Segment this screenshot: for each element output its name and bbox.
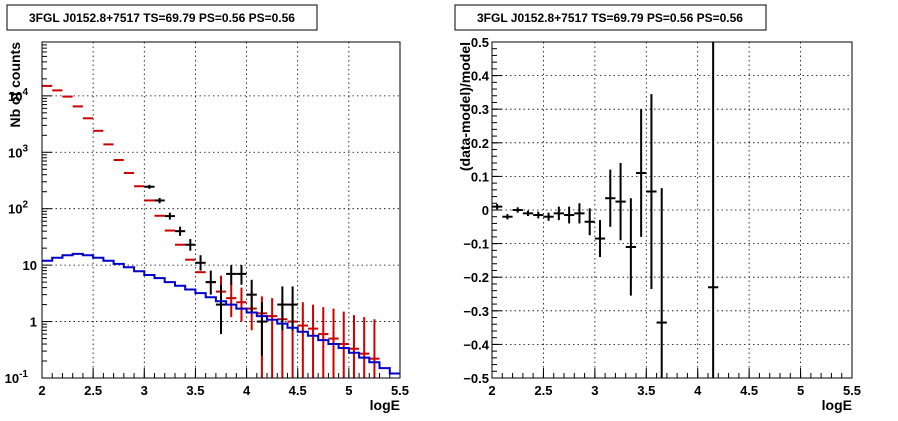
x-tick-label: 5.5 (843, 383, 861, 398)
y-tick-label: −0.4 (463, 337, 489, 352)
series-layer (42, 84, 400, 378)
x-tick-label: 2.5 (84, 383, 102, 398)
data-point (256, 302, 268, 356)
data-point (594, 220, 606, 258)
data-point (154, 197, 165, 204)
data-point (236, 287, 247, 322)
data-point (512, 207, 523, 213)
y-tick-label: 1 (30, 315, 37, 330)
y-tick-label: 10 (23, 258, 37, 273)
data-point (246, 279, 257, 312)
data-point (215, 284, 227, 335)
chart-title: 3FGL J0152.8+7517 TS=69.79 PS=0.56 PS=0.… (477, 11, 743, 25)
x-tick-label: 2.5 (534, 383, 552, 398)
x-axis-title: logE (370, 397, 400, 413)
axis-ticks (41, 44, 401, 379)
y-tick-label: −0.1 (463, 237, 489, 252)
data-point (502, 214, 513, 220)
data-point (226, 265, 237, 285)
data-point (574, 203, 585, 224)
y-tick-label: 102 (8, 200, 28, 217)
x-tick-label: 4 (243, 383, 251, 398)
y-tick-label: −0.5 (463, 371, 489, 386)
data-point (615, 162, 626, 241)
y-tick-label: 0 (482, 203, 489, 218)
y-tick-label: 0.2 (471, 136, 489, 151)
data-point (348, 315, 360, 378)
data-point (492, 203, 503, 210)
y-tick-label: −0.3 (463, 304, 489, 319)
plot-frame (41, 41, 401, 379)
y-tick-label: 10-1 (5, 369, 29, 386)
y-axis-title: Nb of counts (7, 42, 23, 128)
data-point (287, 286, 298, 331)
x-tick-label: 3.5 (637, 383, 655, 398)
data-point (564, 206, 575, 224)
chart-title-box (454, 4, 767, 31)
series-layer (492, 42, 719, 378)
x-tick-label: 4.5 (289, 383, 307, 398)
data-point (656, 188, 667, 378)
residual-panel: 3FGL J0152.8+7517 TS=69.79 PS=0.56 PS=0.… (454, 4, 861, 413)
data-point (318, 307, 329, 378)
grid (492, 42, 852, 378)
data-point (307, 304, 319, 378)
data-point (338, 311, 349, 378)
x-tick-label: 3 (141, 383, 148, 398)
y-tick-label: 0.3 (471, 102, 489, 117)
model-step-line (42, 252, 400, 375)
chart-title: 3FGL J0152.8+7517 TS=69.79 PS=0.56 PS=0.… (29, 11, 295, 25)
x-tick-label: 4.5 (740, 383, 758, 398)
data-point (185, 239, 196, 251)
data-point (605, 169, 616, 227)
chart-title-box (6, 4, 318, 31)
data-point (144, 184, 155, 189)
data-point (646, 94, 657, 289)
x-tick-labels: 2 2.5 3 3.5 4 4.5 5 5.5 (488, 383, 861, 398)
y-tick-label: 0.1 (471, 169, 489, 184)
y-tick-labels: −0.5 −0.4 −0.3 −0.2 −0.1 0 0.1 0.2 0.3 0.4 0.5 (463, 35, 489, 386)
data-point (369, 319, 380, 378)
grid (42, 42, 400, 378)
data-point (297, 302, 308, 378)
data-point (164, 212, 175, 220)
data-point (584, 208, 595, 236)
data-point (236, 265, 247, 285)
data-point (636, 109, 647, 237)
data-point (522, 210, 534, 217)
data-point (205, 270, 216, 295)
data-point (553, 206, 564, 221)
y-tick-label: 104 (8, 87, 28, 104)
y-tick-label: −0.2 (463, 270, 489, 285)
x-tick-label: 5 (345, 383, 352, 398)
data-point (625, 198, 636, 296)
data-point (226, 283, 237, 318)
data-point (543, 212, 554, 221)
data-point (533, 211, 544, 219)
x-tick-label: 4 (694, 383, 702, 398)
x-tick-label: 5.5 (391, 383, 409, 398)
x-tick-label: 2 (488, 383, 495, 398)
data-point (267, 298, 278, 378)
y-tick-label: 0.5 (471, 35, 489, 50)
x-tick-label: 3.5 (186, 383, 204, 398)
x-tick-label: 3 (591, 383, 598, 398)
x-tick-label: 2 (38, 383, 45, 398)
data-point (359, 317, 370, 378)
y-tick-label: 0.4 (471, 69, 490, 84)
data-point (708, 42, 719, 378)
axis-ticks (491, 41, 853, 379)
counts-panel: 3FGL J0152.8+7517 TS=69.79 PS=0.56 PS=0.… (5, 4, 409, 413)
x-tick-label: 5 (797, 383, 804, 398)
x-axis-title: logE (822, 397, 852, 413)
y-tick-labels: 10-1 1 10 102 103 104 (5, 87, 37, 386)
y-tick-label: 103 (8, 143, 28, 160)
data-point (174, 226, 186, 236)
y-axis-title: (data-model)/model (457, 42, 473, 171)
x-tick-labels: 2 2.5 3 3.5 4 4.5 5 5.5 (38, 383, 409, 398)
data-point (195, 255, 206, 271)
